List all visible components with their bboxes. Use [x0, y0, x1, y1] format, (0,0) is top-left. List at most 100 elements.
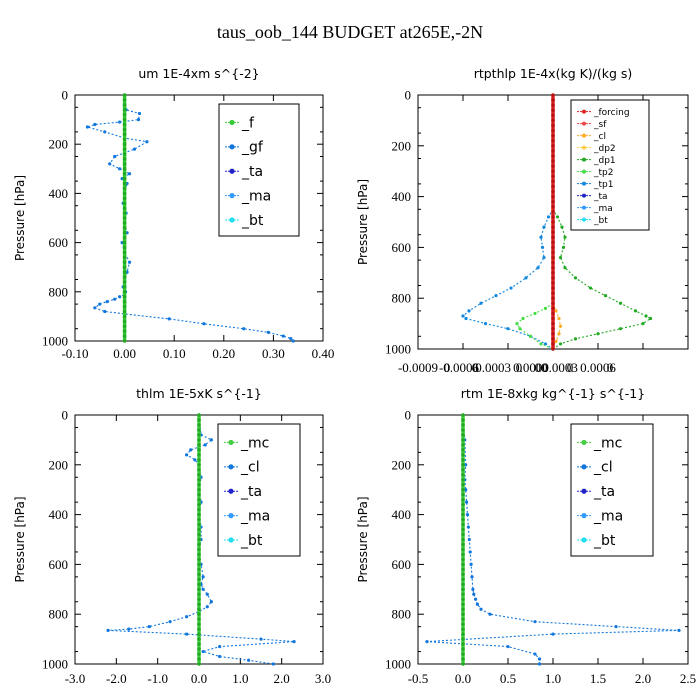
series-point [551, 255, 555, 260]
x-tick-label: 1.0 [232, 671, 248, 686]
series-point [461, 512, 465, 517]
series-point [122, 162, 127, 166]
series-point [122, 152, 127, 156]
series-line-gf [85, 94, 294, 342]
series-point [537, 657, 542, 661]
series-point [551, 98, 555, 102]
x-tick-label: -0.0003 [471, 360, 511, 375]
series-point [202, 322, 206, 326]
series-point [539, 342, 543, 346]
series-point [461, 522, 465, 527]
y-tick-label: 600 [392, 557, 412, 572]
series-point [85, 125, 89, 129]
series-point [197, 428, 201, 432]
series-point [137, 111, 142, 116]
series-point [533, 620, 537, 624]
series-point [197, 527, 201, 532]
series-point [122, 280, 127, 284]
series-point [118, 167, 122, 171]
chart-title: rtm 1E-8xkg kg^{-1} s^{-1} [461, 386, 645, 401]
series-point [551, 108, 555, 113]
series-point [122, 275, 127, 279]
y-tick-label: 0 [62, 408, 69, 423]
series-point [633, 309, 638, 313]
legend-marker [582, 133, 586, 138]
chart-title: um 1E-4xm s^{-2} [138, 66, 259, 81]
series-point [461, 582, 465, 587]
series-point [551, 316, 555, 321]
series-point [506, 644, 510, 649]
legend-marker [229, 144, 235, 150]
series-point [185, 453, 189, 457]
series-point [461, 418, 465, 422]
series-point [197, 472, 201, 477]
series-point [551, 113, 555, 118]
legend-entry-dp1: _dp1 [593, 156, 616, 166]
series-point [461, 502, 465, 507]
series-point [546, 215, 551, 219]
legend-marker [228, 537, 234, 543]
series-point [292, 639, 296, 644]
series-point [551, 260, 555, 265]
series-point [461, 562, 465, 567]
legend-marker [582, 193, 586, 198]
series-point [242, 327, 246, 331]
y-axis-label: Pressure [hPa] [356, 496, 370, 582]
series-point [201, 587, 205, 591]
series-point [461, 507, 465, 512]
series-point [465, 500, 469, 504]
y-axis-label: Pressure [hPa] [13, 496, 27, 582]
series-point [641, 322, 645, 326]
series-point [122, 290, 127, 294]
series-point [551, 230, 555, 234]
series-point [573, 337, 578, 341]
y-tick-label: 800 [392, 607, 412, 622]
legend-marker [229, 168, 235, 174]
x-tick-label: -0.5 [408, 671, 429, 686]
y-tick-label: 800 [392, 291, 412, 306]
chart-panel-2: rtpthlp 1E-4x(kg K)/(kg s) 0 200 400 600 800 1… [356, 66, 689, 375]
series-point [551, 169, 555, 173]
series-point [197, 482, 201, 487]
series-point [122, 127, 127, 132]
series-point [197, 443, 201, 447]
series-point [122, 319, 127, 324]
series-point [488, 612, 492, 616]
series-point [648, 316, 653, 321]
series-point [145, 140, 149, 144]
series-point [461, 602, 465, 607]
y-tick-label: 0 [405, 408, 412, 423]
x-tick-label: 0 [444, 360, 451, 375]
series-point [461, 552, 465, 557]
series-point [551, 215, 555, 219]
series-point [122, 181, 127, 186]
series-point [122, 211, 127, 215]
legend-entry-ma: _ma [241, 189, 271, 205]
series-point [461, 597, 465, 602]
series-point [461, 448, 465, 452]
legend-entry-mc: _mc [593, 435, 622, 451]
series-point [122, 235, 127, 240]
series-point [197, 602, 201, 607]
series-point [197, 632, 201, 636]
series-point [103, 130, 107, 134]
series-point [122, 230, 127, 235]
series-point [127, 172, 132, 176]
series-point [113, 297, 117, 301]
legend-marker [582, 145, 586, 150]
series-point [193, 458, 197, 462]
series-point [122, 216, 127, 220]
y-tick-label: 200 [392, 457, 412, 472]
series-point [122, 112, 127, 117]
series-point [558, 255, 563, 260]
legend-entry-cl: _cl [593, 460, 613, 476]
series-point [461, 482, 465, 487]
y-axis-label: Pressure [hPa] [356, 179, 370, 265]
series-point [122, 176, 127, 181]
series-point [197, 662, 201, 666]
series-point [167, 317, 171, 321]
legend-entry-ma: _ma [240, 509, 270, 525]
series-point [132, 147, 137, 151]
series-point [209, 438, 213, 442]
x-tick-label: 0.5 [500, 671, 516, 686]
